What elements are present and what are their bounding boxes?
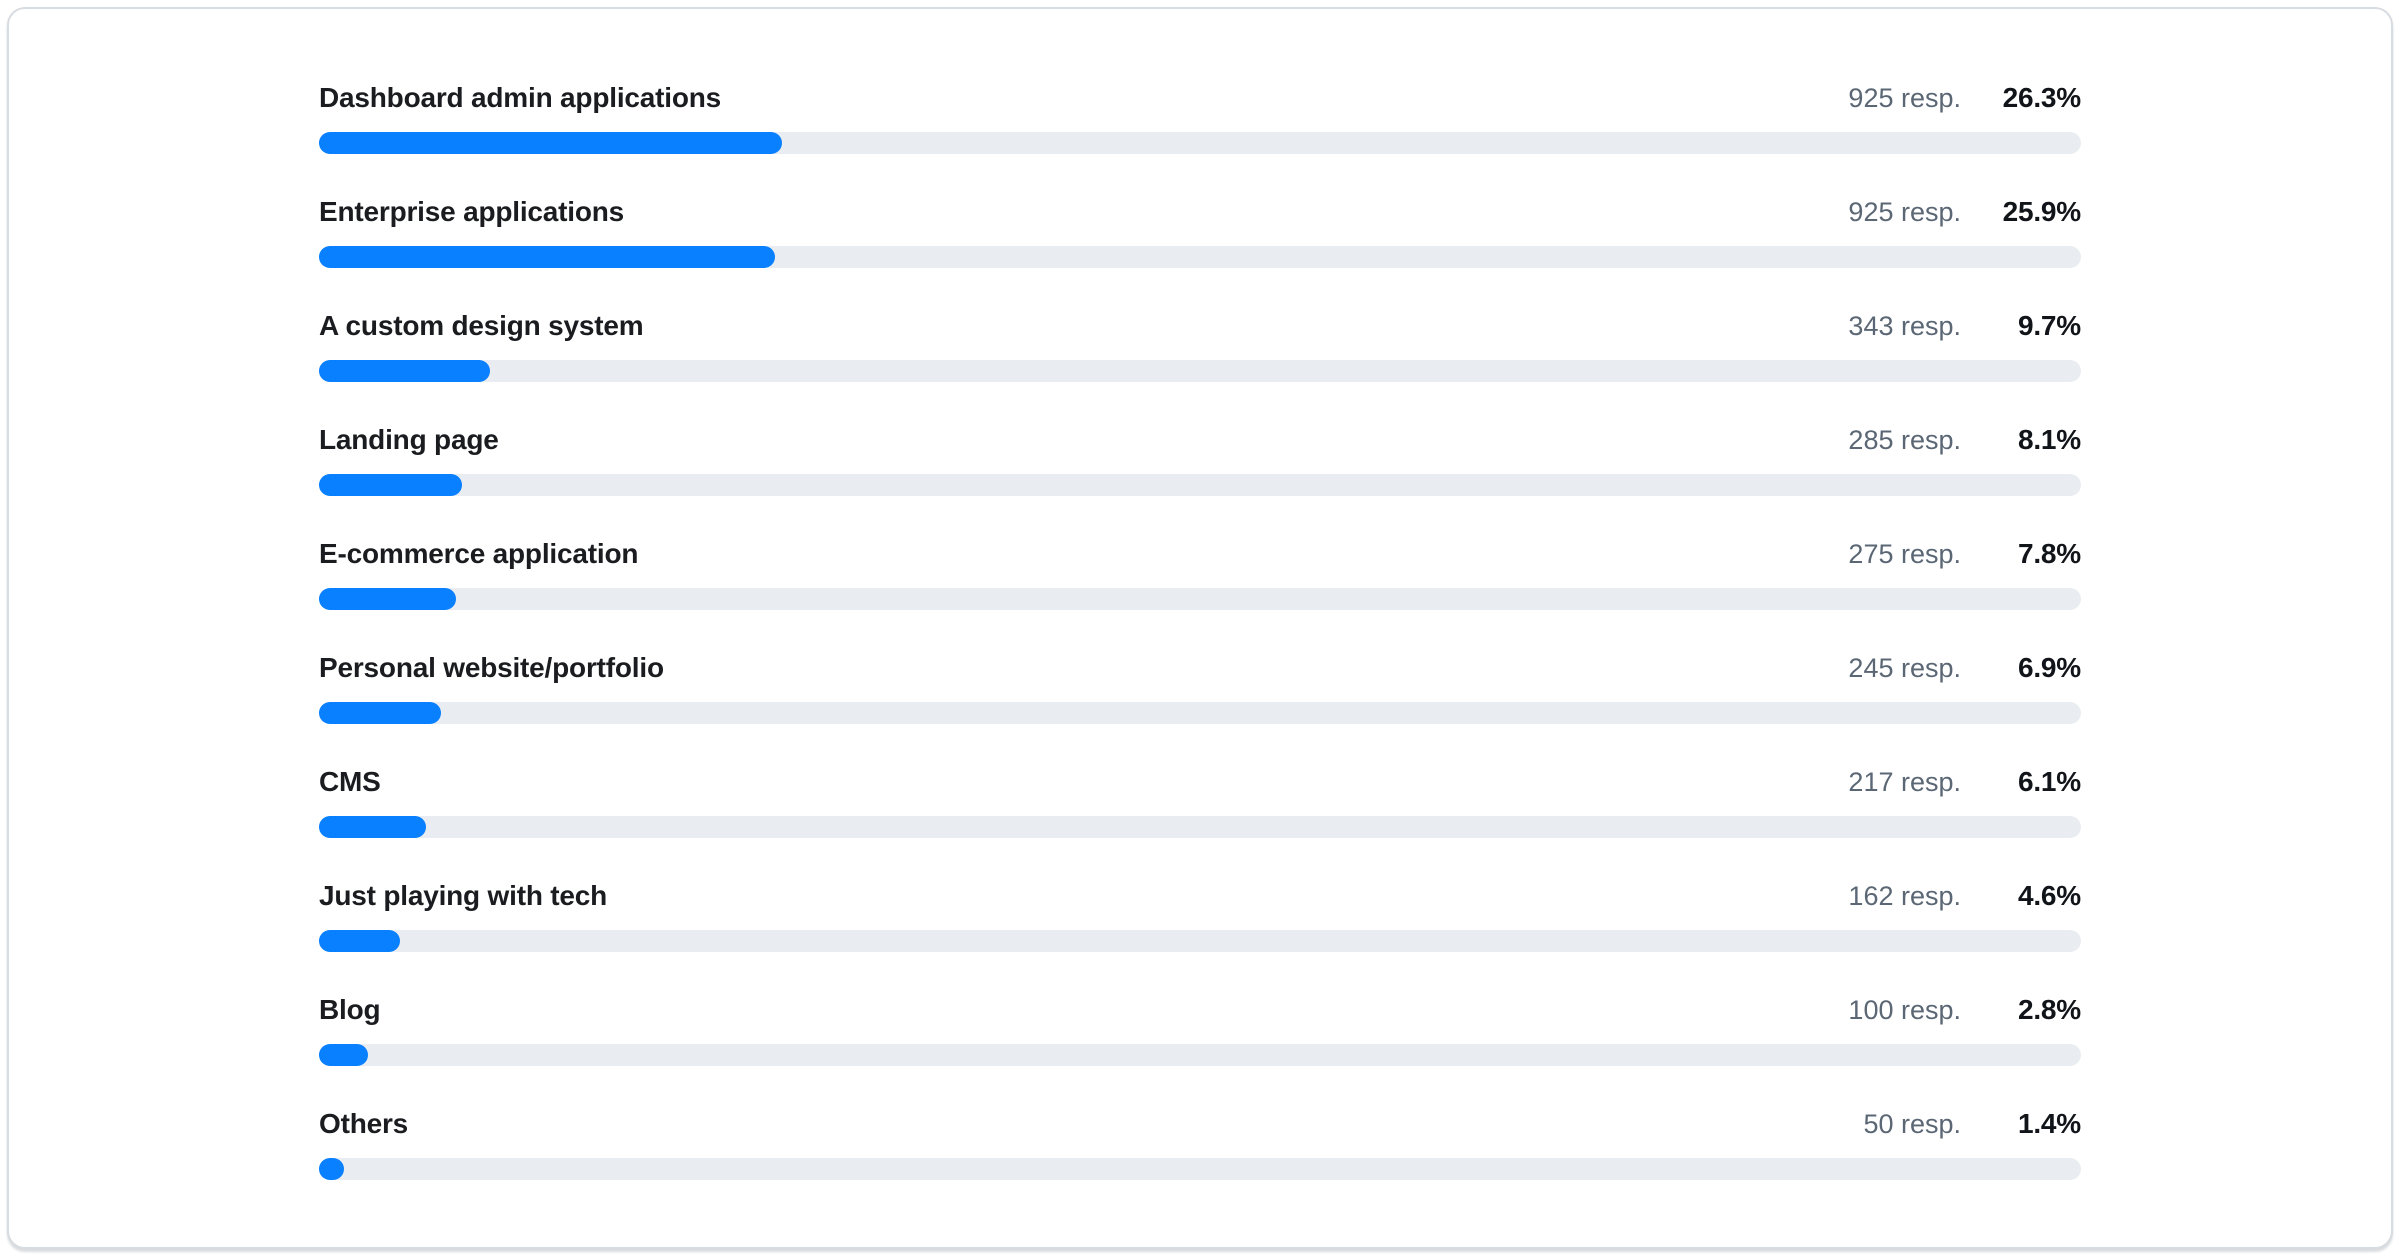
row-percentage: 1.4% <box>2017 1108 2081 1139</box>
row-response-count: 275 resp. <box>1848 539 1961 569</box>
bar-fill <box>319 1044 369 1066</box>
row-response-count: 162 resp. <box>1848 881 1961 911</box>
chart-row-header: Personal website/portfolio 245 resp. 6.9… <box>319 651 2081 685</box>
chart-row-header: Dashboard admin applications 925 resp. 2… <box>319 81 2081 115</box>
chart-row-header: Blog 100 resp. 2.8% <box>319 993 2081 1027</box>
row-label: Landing page <box>319 424 499 455</box>
row-percentage: 25.9% <box>2002 196 2082 227</box>
bar-fill <box>319 474 462 496</box>
bar-track <box>319 1158 2081 1180</box>
chart-row: Enterprise applications 925 resp. 25.9% <box>319 195 2081 268</box>
bar-fill <box>319 1158 344 1180</box>
row-label: Others <box>319 1108 409 1139</box>
bar-fill <box>319 360 490 382</box>
bar-fill <box>319 246 776 268</box>
bar-track <box>319 1044 2081 1066</box>
chart-row: Landing page 285 resp. 8.1% <box>319 423 2081 496</box>
row-response-count: 343 resp. <box>1848 311 1961 341</box>
row-response-count: 285 resp. <box>1848 425 1961 455</box>
chart-row: Dashboard admin applications 925 resp. 2… <box>319 81 2081 154</box>
chart-row: Blog 100 resp. 2.8% <box>319 993 2081 1066</box>
chart-rows-container: Dashboard admin applications 925 resp. 2… <box>319 81 2081 1180</box>
bar-track <box>319 588 2081 610</box>
bar-track <box>319 702 2081 724</box>
chart-row: Just playing with tech 162 resp. 4.6% <box>319 879 2081 952</box>
row-response-count: 925 resp. <box>1848 197 1961 227</box>
bar-fill <box>319 588 457 610</box>
row-label: Dashboard admin applications <box>319 82 722 113</box>
row-label: A custom design system <box>319 310 644 341</box>
row-label: Blog <box>319 994 381 1025</box>
row-response-count: 925 resp. <box>1848 83 1961 113</box>
chart-row-header: E-commerce application 275 resp. 7.8% <box>319 537 2081 571</box>
bar-track <box>319 246 2081 268</box>
row-label: Just playing with tech <box>319 880 608 911</box>
bar-track <box>319 474 2081 496</box>
survey-results-card: Dashboard admin applications 925 resp. 2… <box>7 7 2393 1249</box>
chart-row: A custom design system 343 resp. 9.7% <box>319 309 2081 382</box>
chart-row-header: Others 50 resp. 1.4% <box>319 1107 2081 1141</box>
row-percentage: 26.3% <box>2002 82 2082 113</box>
chart-row-header: Just playing with tech 162 resp. 4.6% <box>319 879 2081 913</box>
row-response-count: 245 resp. <box>1848 653 1961 683</box>
row-response-count: 50 resp. <box>1863 1109 1961 1139</box>
row-label: E-commerce application <box>319 538 639 569</box>
bar-track <box>319 816 2081 838</box>
bar-fill <box>319 816 427 838</box>
chart-row-header: Enterprise applications 925 resp. 25.9% <box>319 195 2081 229</box>
bar-track <box>319 360 2081 382</box>
bar-track <box>319 132 2081 154</box>
row-label: Personal website/portfolio <box>319 652 664 683</box>
row-percentage: 9.7% <box>2017 310 2081 341</box>
row-percentage: 2.8% <box>2017 994 2081 1025</box>
row-percentage: 8.1% <box>2017 424 2081 455</box>
chart-row-header: CMS 217 resp. 6.1% <box>319 765 2081 799</box>
chart-row: E-commerce application 275 resp. 7.8% <box>319 537 2081 610</box>
bar-fill <box>319 702 441 724</box>
chart-row: CMS 217 resp. 6.1% <box>319 765 2081 838</box>
row-percentage: 7.8% <box>2017 538 2081 569</box>
bar-fill <box>319 132 783 154</box>
row-percentage: 6.1% <box>2017 766 2081 797</box>
row-percentage: 4.6% <box>2017 880 2081 911</box>
chart-row: Personal website/portfolio 245 resp. 6.9… <box>319 651 2081 724</box>
chart-row-header: Landing page 285 resp. 8.1% <box>319 423 2081 457</box>
bar-fill <box>319 930 401 952</box>
row-response-count: 100 resp. <box>1848 995 1961 1025</box>
row-label: CMS <box>319 766 381 797</box>
chart-row-header: A custom design system 343 resp. 9.7% <box>319 309 2081 343</box>
row-percentage: 6.9% <box>2017 652 2081 683</box>
bar-track <box>319 930 2081 952</box>
row-response-count: 217 resp. <box>1848 767 1961 797</box>
row-label: Enterprise applications <box>319 196 625 227</box>
chart-row: Others 50 resp. 1.4% <box>319 1107 2081 1180</box>
